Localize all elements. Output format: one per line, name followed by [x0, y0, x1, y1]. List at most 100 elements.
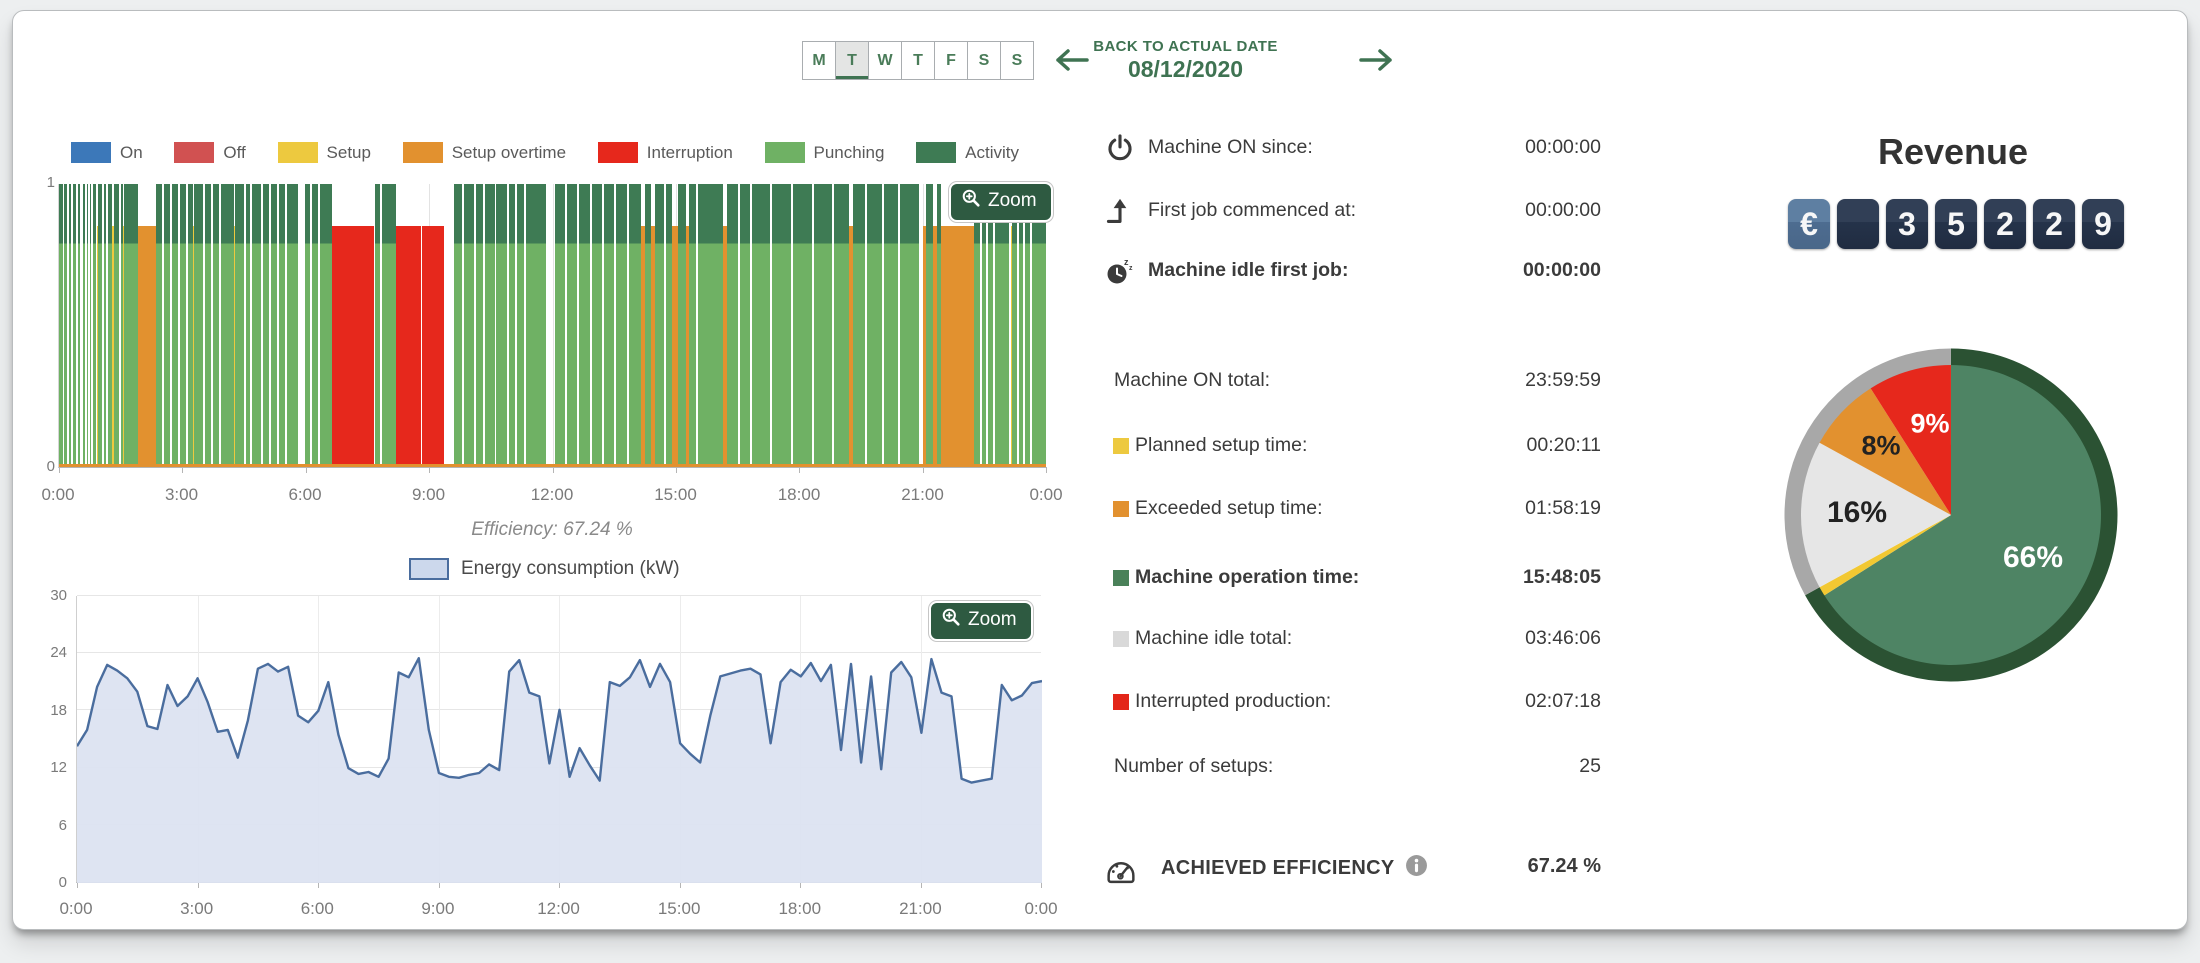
- machine-state-timeline-chart[interactable]: [58, 184, 1047, 473]
- x-tick-label: 0:00: [1029, 485, 1063, 504]
- timeline-segment-punching+activity: [645, 184, 652, 467]
- back-to-actual-date-label[interactable]: BACK TO ACTUAL DATE: [1093, 38, 1278, 55]
- timeline-gap-line: [102, 184, 105, 467]
- gridline: [438, 596, 440, 882]
- energy-area-series: [77, 657, 1042, 883]
- timeline-gap-line: [737, 184, 740, 467]
- timeline-gap-line: [791, 184, 794, 467]
- timeline-segment-punching+activity: [374, 184, 397, 467]
- achieved-efficiency-value: 67.24 %: [1527, 855, 1601, 877]
- stat-color-swatch: [1113, 501, 1129, 517]
- pie-slice-label: 8%: [1861, 430, 1901, 461]
- day-button-0[interactable]: M: [802, 41, 836, 80]
- next-day-arrow-icon[interactable]: [1359, 47, 1395, 78]
- timeline-segment-punching+activity: [496, 184, 547, 467]
- timeline-gap-line: [219, 184, 222, 467]
- timeline-gap-line: [515, 184, 518, 467]
- gridline: [552, 184, 554, 467]
- x-tick-mark: [438, 882, 440, 888]
- timeline-gap-line: [881, 184, 884, 467]
- legend-label: Setup overtime: [451, 142, 567, 162]
- timeline-gap-line: [749, 184, 752, 467]
- legend-label: Off: [223, 142, 246, 162]
- day-button-4[interactable]: F: [934, 41, 968, 80]
- energy-zoom-button[interactable]: Zoom: [929, 601, 1033, 641]
- stat-color-swatch: [1113, 631, 1129, 647]
- stat-label: Machine idle first job:: [1148, 259, 1349, 281]
- counter-digit-tile: 5: [1935, 199, 1977, 249]
- timeline-gap-line: [577, 184, 580, 467]
- timeline-segment-setup: [192, 226, 195, 467]
- x-tick-mark: [920, 882, 922, 888]
- timeline-segment-punching+activity: [852, 184, 919, 467]
- counter-digit-tile: 3: [1886, 199, 1928, 249]
- x-tick-mark: [429, 467, 431, 473]
- x-tick-label: 12:00: [537, 899, 580, 918]
- stat-value: 02:07:18: [1525, 690, 1601, 712]
- stat-value: 23:59:59: [1525, 369, 1601, 391]
- timeline-gap-line: [76, 184, 79, 467]
- x-tick-label: 6:00: [300, 899, 334, 918]
- timeline-gap-line: [79, 184, 82, 467]
- timeline-gap-line: [91, 184, 94, 467]
- timeline-gap-line: [474, 184, 477, 467]
- previous-day-arrow-icon[interactable]: [1053, 47, 1089, 78]
- day-button-3[interactable]: T: [901, 41, 935, 80]
- pie-slices: [1784, 348, 2118, 682]
- timeline-segment-setup: [1011, 226, 1014, 467]
- stat-row: Number of setups: 25: [1099, 752, 1601, 782]
- timeline-segment-punching+activity: [554, 184, 641, 467]
- pie-slice-label: 9%: [1910, 408, 1950, 439]
- stat-value: 00:00:00: [1522, 259, 1601, 281]
- timeline-gap-line: [992, 184, 995, 467]
- first-job-icon: [1105, 196, 1135, 226]
- timeline-gap-line: [276, 184, 279, 467]
- timeline-gap-line: [663, 184, 666, 467]
- timeline-segment-setup-overtime: [723, 226, 728, 467]
- stat-row: z z Machine idle first job: 00:00:00: [1099, 256, 1601, 286]
- stat-label: Exceeded setup time:: [1135, 497, 1323, 519]
- info-icon[interactable]: [1405, 854, 1428, 882]
- counter-digit-tile: 2: [1984, 199, 2026, 249]
- zoom-button-label: Zoom: [988, 190, 1037, 211]
- timeline-x-axis: 0:00 3:00 6:00 9:00 12:00 15:00 18:00 21:00 0:00: [41, 485, 1062, 505]
- day-button-5[interactable]: S: [967, 41, 1001, 80]
- energy-consumption-chart[interactable]: [76, 595, 1042, 888]
- timeline-gap-line: [260, 184, 263, 467]
- legend-item: Punching: [764, 142, 884, 163]
- timeline-gap-line: [482, 184, 485, 467]
- x-tick-label: 0:00: [59, 899, 93, 918]
- legend-swatch: [402, 142, 443, 163]
- timeline-segment-punching+activity: [677, 184, 687, 467]
- day-button-2[interactable]: W: [868, 41, 902, 80]
- x-tick-label: 0:00: [1024, 899, 1058, 918]
- x-tick-mark: [77, 882, 78, 888]
- x-tick-label: 21:00: [899, 899, 942, 918]
- timeline-segment-setup-overtime: [138, 226, 156, 467]
- timeline-segment-punching+activity: [59, 184, 64, 467]
- stat-value: 15:48:05: [1522, 566, 1601, 588]
- revenue-title: Revenue: [1877, 131, 2029, 172]
- timeline-zoom-button[interactable]: Zoom: [949, 182, 1053, 222]
- zoom-button-label: Zoom: [968, 609, 1017, 630]
- pie-slice-label: 66%: [2002, 541, 2064, 574]
- timeline-gap-line: [161, 184, 164, 467]
- date-navigation[interactable]: BACK TO ACTUAL DATE 08/12/2020: [1088, 38, 1283, 83]
- timeline-segment-punching+activity: [155, 184, 193, 467]
- timeline-gap-line: [318, 184, 321, 467]
- day-button-1[interactable]: T: [835, 41, 869, 80]
- energy-legend-label: Energy consumption (kW): [461, 558, 680, 579]
- x-tick-label: 3:00: [164, 485, 199, 504]
- timeline-segment-setup-overtime: [922, 226, 926, 467]
- legend-swatch: [277, 142, 318, 163]
- x-tick-mark: [59, 467, 60, 473]
- stat-label: Machine ON total:: [1114, 369, 1271, 391]
- day-button-6[interactable]: S: [1000, 41, 1034, 80]
- stat-row: First job commenced at: 00:00:00: [1099, 196, 1601, 226]
- legend-swatch: [916, 142, 957, 163]
- timeline-gap-line: [589, 184, 592, 467]
- timeline-segment-setup: [122, 226, 125, 467]
- timeline-segment-punching+activity: [193, 184, 234, 467]
- legend-swatch: [764, 142, 805, 163]
- stat-value: 03:46:06: [1525, 627, 1601, 649]
